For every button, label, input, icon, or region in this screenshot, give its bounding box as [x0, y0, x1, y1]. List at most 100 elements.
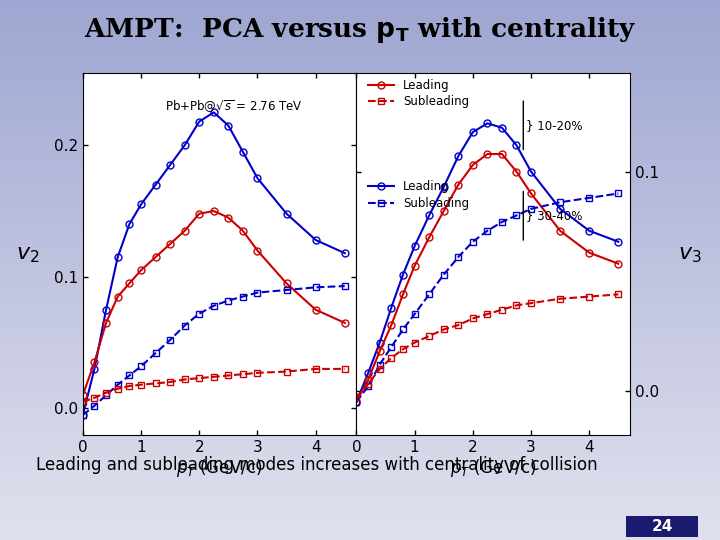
Bar [0, 443, 720, 445]
Bar [0, 359, 720, 362]
Text: } 30-40%: } 30-40% [526, 210, 582, 222]
Bar [0, 459, 720, 462]
Bar [0, 38, 720, 40]
Bar [0, 40, 720, 43]
Bar [0, 84, 720, 86]
Bar [0, 370, 720, 373]
Bar [0, 162, 720, 165]
Bar [0, 235, 720, 238]
Bar [0, 138, 720, 140]
Bar [0, 297, 720, 300]
Bar [0, 408, 720, 410]
Bar [0, 310, 720, 313]
Bar [0, 24, 720, 27]
Bar [0, 402, 720, 405]
Bar [0, 367, 720, 370]
Bar [0, 494, 720, 497]
Bar [0, 186, 720, 189]
Bar [0, 3, 720, 5]
Bar [0, 94, 720, 97]
Bar [0, 321, 720, 324]
Bar [0, 446, 720, 448]
Bar [0, 373, 720, 375]
Bar [0, 400, 720, 402]
Bar [0, 305, 720, 308]
Bar [0, 354, 720, 356]
Bar [0, 437, 720, 440]
Bar [0, 521, 720, 524]
Bar [0, 197, 720, 200]
Bar [0, 86, 720, 89]
Bar [0, 451, 720, 454]
Bar [0, 49, 720, 51]
Bar [0, 383, 720, 386]
Bar [0, 132, 720, 135]
Bar [0, 254, 720, 256]
Bar [0, 213, 720, 216]
Bar [0, 189, 720, 192]
Bar [0, 275, 720, 278]
Bar [0, 70, 720, 73]
Bar [0, 224, 720, 227]
Bar [0, 532, 720, 535]
Bar [0, 159, 720, 162]
Bar [0, 240, 720, 243]
Bar [0, 302, 720, 305]
Bar [0, 135, 720, 138]
Bar [0, 200, 720, 202]
Bar [0, 478, 720, 481]
Bar [0, 448, 720, 451]
Bar [0, 219, 720, 221]
Bar [0, 505, 720, 508]
Bar [0, 143, 720, 146]
Bar [0, 346, 720, 348]
Bar [0, 489, 720, 491]
Bar [0, 148, 720, 151]
Bar [0, 68, 720, 70]
Bar [0, 389, 720, 392]
Bar [0, 454, 720, 456]
Bar [0, 46, 720, 49]
Bar [0, 14, 720, 16]
Bar [0, 491, 720, 494]
Bar [0, 54, 720, 57]
Bar [0, 178, 720, 181]
Bar [0, 464, 720, 467]
Bar [0, 89, 720, 92]
Bar [0, 418, 720, 421]
Bar [0, 167, 720, 170]
Bar [0, 262, 720, 265]
Bar [0, 378, 720, 381]
Bar [0, 230, 720, 232]
Bar [0, 173, 720, 176]
Text: 24: 24 [652, 519, 673, 534]
Bar [0, 127, 720, 130]
Bar [0, 59, 720, 62]
Bar [0, 432, 720, 435]
Bar [0, 194, 720, 197]
Bar [0, 11, 720, 14]
Bar [0, 335, 720, 338]
Bar [0, 278, 720, 281]
Bar [0, 502, 720, 505]
Bar [0, 43, 720, 46]
Bar [0, 170, 720, 173]
Bar [0, 364, 720, 367]
Bar [0, 122, 720, 124]
Bar [0, 19, 720, 22]
Bar [0, 338, 720, 340]
Bar [0, 348, 720, 351]
Bar [0, 73, 720, 76]
Bar [0, 30, 720, 32]
Bar [0, 78, 720, 81]
Bar [0, 429, 720, 432]
Bar [0, 111, 720, 113]
Bar [0, 356, 720, 359]
Text: $v_2$: $v_2$ [17, 243, 40, 265]
Bar [0, 294, 720, 297]
Bar [0, 103, 720, 105]
Text: Pb+Pb@$\sqrt{s}$ = 2.76 TeV: Pb+Pb@$\sqrt{s}$ = 2.76 TeV [165, 98, 303, 115]
Bar [0, 526, 720, 529]
Bar [0, 248, 720, 251]
Bar [0, 205, 720, 208]
